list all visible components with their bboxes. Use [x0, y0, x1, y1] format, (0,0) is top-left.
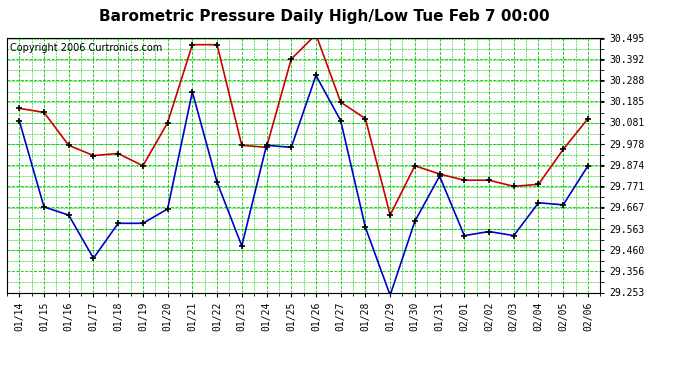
Text: Copyright 2006 Curtronics.com: Copyright 2006 Curtronics.com: [10, 43, 162, 52]
Text: Barometric Pressure Daily High/Low Tue Feb 7 00:00: Barometric Pressure Daily High/Low Tue F…: [99, 9, 550, 24]
